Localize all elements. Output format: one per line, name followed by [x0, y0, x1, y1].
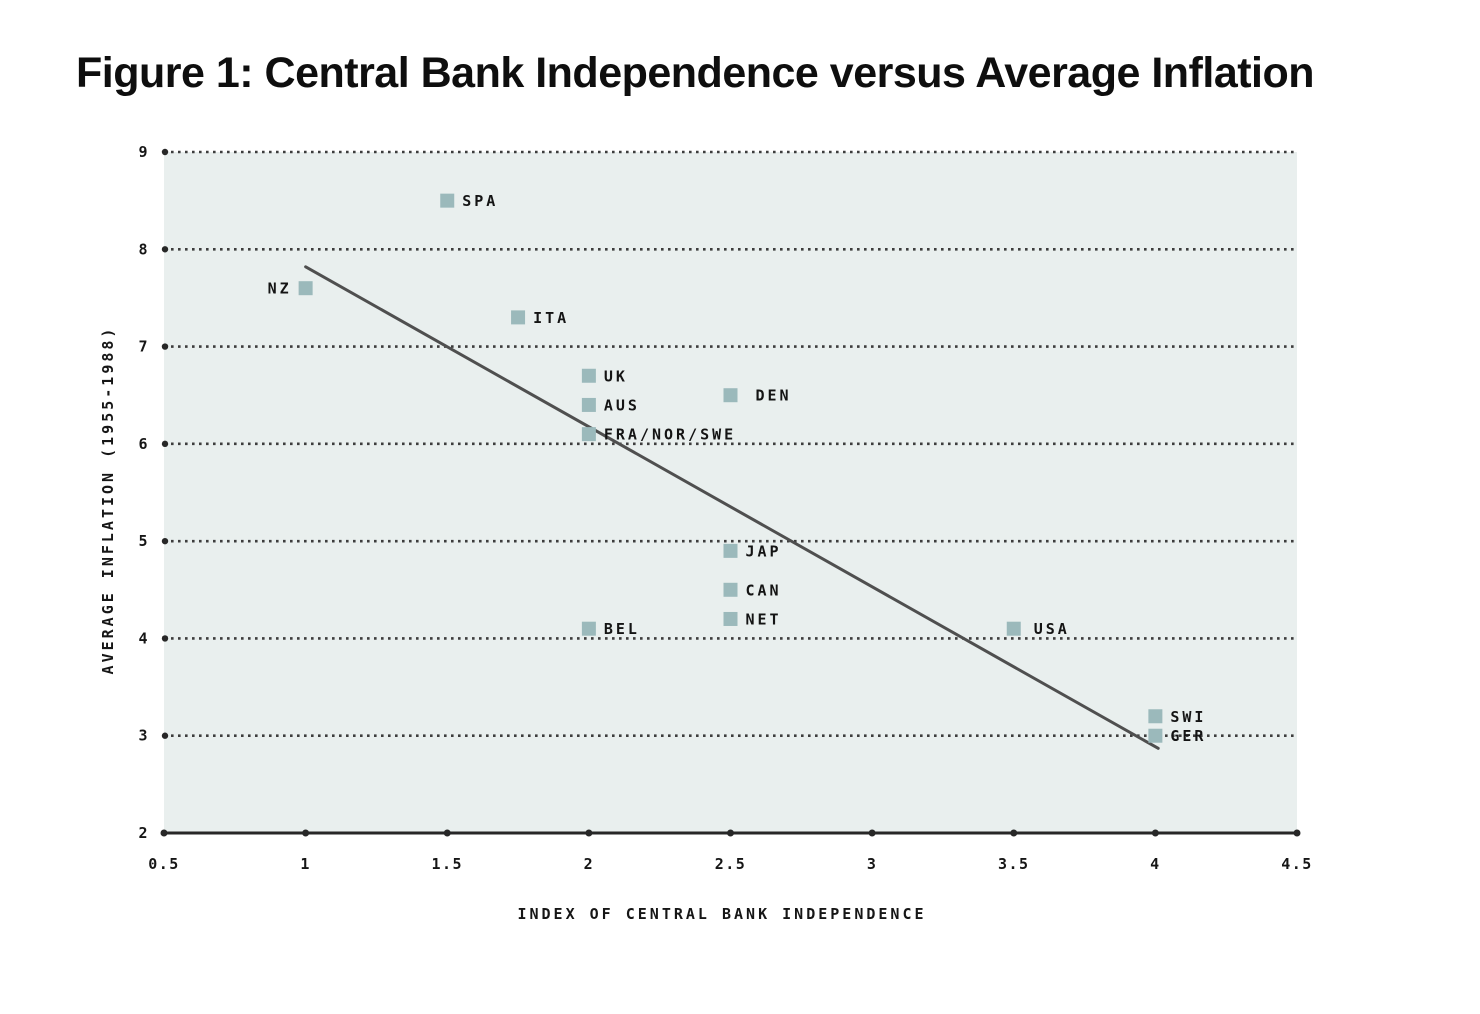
y-tick-label-5: 5 — [138, 532, 149, 550]
data-point-marker-uk — [581, 368, 596, 383]
data-point-label-uk: UK — [604, 367, 628, 385]
chart-generated-layer: 0.5 1 1.5 2 2.5 3 3.5 4 4.5 2 3 4 5 6 7 8 9 SPA NZ ITA UK DEN… — [138, 143, 1313, 873]
data-point-label-den: DEN — [756, 387, 792, 405]
x-tick-label-2: 2 — [584, 855, 595, 873]
x-tick-label-0.5: 0.5 — [148, 855, 180, 873]
data-point-marker-spa — [440, 193, 455, 208]
x-axis-title: INDEX OF CENTRAL BANK INDEPENDENCE — [517, 905, 926, 923]
data-point-marker-ger — [1148, 728, 1163, 743]
data-point-label-spa: SPA — [462, 192, 498, 210]
x-tick-dot-1.5 — [443, 829, 451, 837]
data-point-marker-ita — [511, 310, 526, 325]
data-point-label-swi: SWI — [1170, 708, 1206, 726]
y-tick-label-7: 7 — [138, 338, 149, 356]
x-tick-dot-2.5 — [727, 829, 734, 837]
data-point-marker-aus — [581, 397, 596, 412]
x-tick-dot-0.5 — [160, 829, 168, 837]
figure-title: Figure 1: Central Bank Independence vers… — [76, 49, 1315, 97]
y-tick-label-2: 2 — [138, 824, 149, 842]
x-tick-dot-2 — [585, 829, 593, 837]
data-point-marker-usa — [1006, 621, 1021, 636]
grid-dot-5 — [161, 537, 169, 545]
y-tick-label-6: 6 — [138, 435, 149, 453]
x-tick-label-4.5: 4.5 — [1281, 855, 1313, 873]
y-tick-label-8: 8 — [138, 240, 149, 258]
y-tick-label-3: 3 — [138, 727, 149, 745]
data-point-label-jap: JAP — [746, 542, 782, 560]
data-point-label-net: NET — [746, 610, 782, 628]
grid-dot-4 — [161, 635, 169, 642]
data-point-marker-den — [723, 388, 738, 403]
x-tick-label-3.5: 3.5 — [998, 855, 1030, 873]
y-tick-label-9: 9 — [138, 143, 149, 161]
grid-dot-9 — [161, 148, 169, 156]
data-point-label-aus: AUS — [604, 396, 640, 414]
x-tick-dot-4.5 — [1293, 829, 1301, 837]
data-point-label-fra-nor-swe: FRA/NOR/SWE — [604, 426, 736, 444]
grid-dot-6 — [161, 440, 169, 448]
x-tick-label-3: 3 — [867, 855, 878, 873]
data-point-label-bel: BEL — [604, 620, 640, 638]
data-point-marker-net — [723, 611, 738, 626]
x-tick-label-2.5: 2.5 — [715, 855, 747, 873]
data-point-label-ger: GER — [1170, 727, 1206, 745]
grid-dot-3 — [161, 732, 169, 739]
x-tick-label-1: 1 — [300, 855, 311, 873]
x-tick-dot-3.5 — [1010, 829, 1018, 837]
data-point-marker-fra-nor-swe — [581, 427, 596, 442]
x-tick-label-4: 4 — [1150, 855, 1161, 873]
x-tick-dot-3 — [868, 829, 876, 837]
data-point-label-nz: NZ — [268, 280, 292, 298]
data-point-marker-nz — [298, 281, 313, 296]
data-point-marker-jap — [723, 543, 738, 558]
trend-line — [304, 265, 1160, 750]
x-tick-label-1.5: 1.5 — [431, 855, 463, 873]
y-tick-label-4: 4 — [138, 629, 149, 647]
data-point-label-ita: ITA — [533, 309, 569, 327]
data-point-label-can: CAN — [746, 581, 782, 599]
data-point-marker-bel — [581, 621, 596, 636]
x-tick-dot-4 — [1151, 829, 1159, 837]
data-point-marker-can — [723, 582, 738, 597]
grid-dot-7 — [161, 343, 169, 350]
x-tick-dot-1 — [302, 829, 310, 837]
grid-dot-8 — [161, 246, 169, 253]
data-point-marker-swi — [1148, 709, 1163, 724]
y-axis-title: AVERAGE INFLATION (1955-1988) — [99, 326, 117, 675]
data-point-label-usa: USA — [1034, 620, 1070, 638]
